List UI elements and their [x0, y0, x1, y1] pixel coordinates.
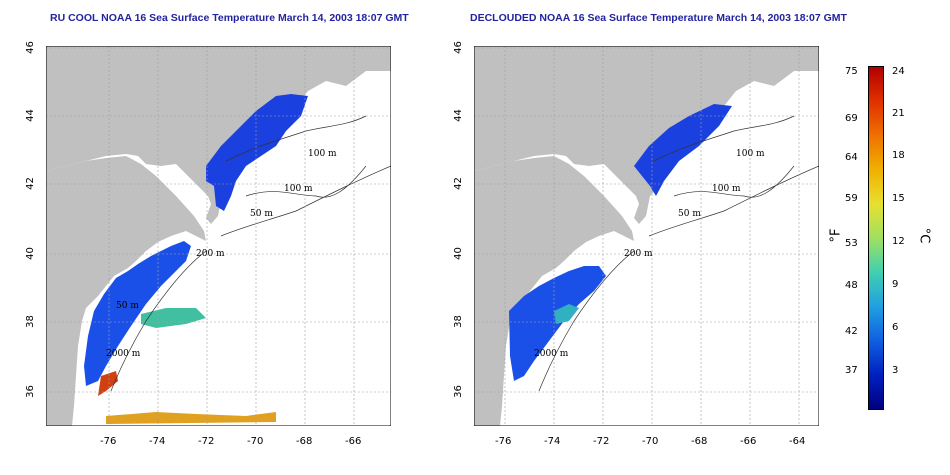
contour-label-100m-a: 100 m [308, 149, 337, 159]
y-tick: 38 [24, 315, 36, 328]
x-tick: -70 [247, 436, 264, 447]
f-tick: 42 [845, 326, 858, 337]
y-tick: 40 [452, 247, 464, 260]
contour-label-100m-a: 100 m [736, 149, 765, 159]
sst-gulf-of-maine [206, 94, 308, 211]
x-tick: -72 [198, 436, 215, 447]
sst-gulfstream [98, 371, 118, 396]
sst-shelf-edge [554, 304, 579, 324]
y-tick: 46 [24, 41, 36, 54]
x-tick: -68 [691, 436, 708, 447]
land-us-coast [46, 156, 206, 426]
x-tick: -66 [345, 436, 362, 447]
land-us-coast [474, 156, 634, 426]
fahrenheit-unit: °F [828, 228, 844, 243]
y-tick: 42 [452, 177, 464, 190]
x-tick: -76 [100, 436, 117, 447]
contour-label-50m-a: 50 m [250, 209, 273, 219]
c-tick: 6 [892, 322, 899, 333]
f-tick: 75 [845, 66, 858, 77]
f-tick: 48 [845, 280, 858, 291]
sst-south-warm [106, 412, 276, 424]
f-tick: 59 [845, 193, 858, 204]
left-map-plot: 100 m 100 m 50 m 200 m 50 m 2000 m [46, 46, 391, 426]
y-tick: 44 [24, 109, 36, 122]
y-tick: 38 [452, 315, 464, 328]
left-map-title: RU COOL NOAA 16 Sea Surface Temperature … [50, 12, 409, 24]
y-tick: 36 [24, 385, 36, 398]
c-tick: 24 [892, 66, 905, 77]
temperature-colorbar [868, 66, 884, 410]
c-tick: 3 [892, 365, 899, 376]
x-tick: -68 [296, 436, 313, 447]
contour-label-200m: 200 m [624, 249, 653, 259]
c-tick: 15 [892, 193, 905, 204]
celsius-unit: °C [916, 227, 932, 244]
contour-label-100m-b: 100 m [712, 184, 741, 194]
contour-label-2000m: 2000 m [106, 349, 141, 359]
y-tick: 36 [452, 385, 464, 398]
contour-label-100m-b: 100 m [284, 184, 313, 194]
right-map-panel: 100 m 100 m 50 m 200 m 2000 m [474, 46, 819, 426]
x-tick: -70 [642, 436, 659, 447]
y-tick: 42 [24, 177, 36, 190]
y-tick: 46 [452, 41, 464, 54]
f-tick: 53 [845, 238, 858, 249]
c-tick: 18 [892, 150, 905, 161]
contour-label-50m: 50 m [678, 209, 701, 219]
contour-lines [538, 115, 819, 392]
c-tick: 21 [892, 108, 905, 119]
contour-label-2000m: 2000 m [534, 349, 569, 359]
left-map-panel: 100 m 100 m 50 m 200 m 50 m 2000 m [46, 46, 391, 426]
contour-label-50m-b: 50 m [116, 301, 139, 311]
x-tick: -64 [789, 436, 806, 447]
x-tick: -66 [740, 436, 757, 447]
contour-lines [110, 115, 391, 392]
land-canada [474, 46, 819, 224]
x-tick: -76 [495, 436, 512, 447]
f-tick: 69 [845, 113, 858, 124]
c-tick: 9 [892, 279, 899, 290]
c-tick: 12 [892, 236, 905, 247]
sst-gulf-of-maine [634, 104, 732, 196]
sst-mid-atlantic [84, 241, 191, 386]
x-tick: -72 [593, 436, 610, 447]
x-tick: -74 [544, 436, 561, 447]
f-tick: 37 [845, 365, 858, 376]
y-tick: 44 [452, 109, 464, 122]
contour-label-200m: 200 m [196, 249, 225, 259]
right-map-title: DECLOUDED NOAA 16 Sea Surface Temperatur… [470, 12, 847, 24]
right-map-plot: 100 m 100 m 50 m 200 m 2000 m [474, 46, 819, 426]
y-tick: 40 [24, 247, 36, 260]
f-tick: 64 [845, 152, 858, 163]
x-tick: -74 [149, 436, 166, 447]
sst-warm-patch [141, 308, 206, 328]
